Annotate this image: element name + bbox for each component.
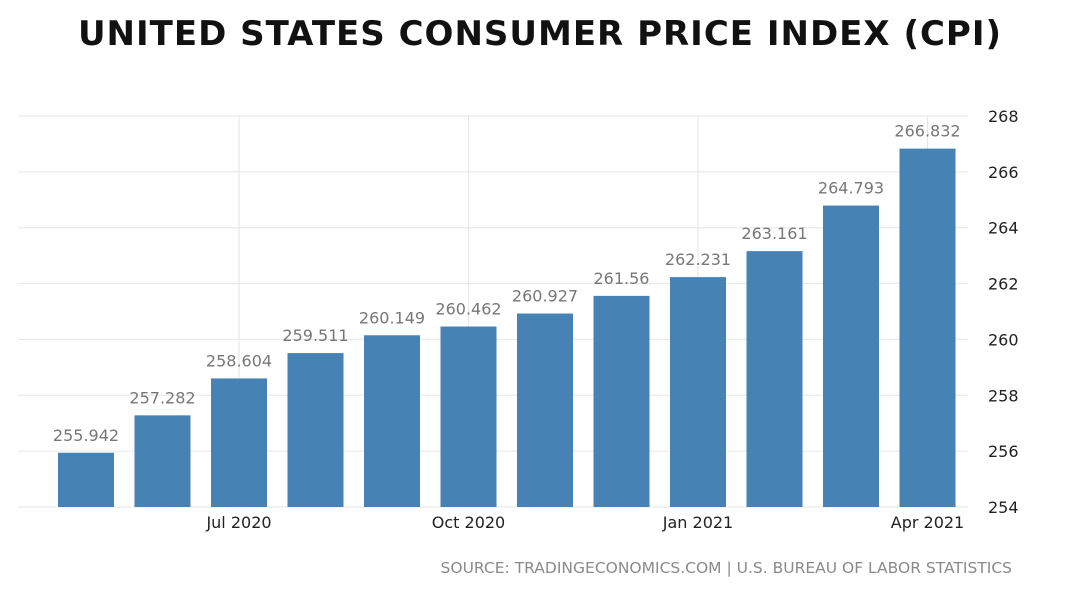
- data-label: 266.832: [894, 122, 960, 141]
- chart-title: UNITED STATES CONSUMER PRICE INDEX (CPI): [77, 14, 1003, 54]
- bar: [746, 251, 803, 507]
- y-tick-label: 262: [988, 275, 1019, 294]
- data-label: 260.149: [359, 308, 425, 327]
- y-tick-label: 260: [988, 330, 1019, 349]
- data-label: 258.604: [206, 351, 272, 370]
- bar: [440, 326, 497, 507]
- bar-layer: [58, 148, 956, 507]
- y-tick-label: 258: [988, 386, 1019, 405]
- data-label: 261.56: [594, 269, 650, 288]
- bar: [134, 415, 191, 507]
- data-label: 263.161: [741, 224, 807, 243]
- bar: [58, 452, 114, 507]
- data-label: 264.793: [818, 179, 884, 198]
- bar: [823, 205, 879, 507]
- data-label: 259.511: [282, 326, 348, 345]
- data-label: 257.282: [129, 388, 195, 407]
- source-note: SOURCE: TRADINGECONOMICS.COM | U.S. BURE…: [440, 559, 1012, 577]
- x-axis: Jul 2020 Oct 2020 Jan 2021 Apr 2021: [205, 513, 964, 532]
- data-label-layer: 255.942 257.282 258.604 259.511 260.149 260.4…: [53, 122, 961, 445]
- y-axis: 254 256 258 260 262 264 266 268: [988, 107, 1019, 517]
- x-tick-label: Apr 2021: [891, 513, 964, 532]
- data-label: 260.927: [512, 287, 578, 306]
- data-label: 260.462: [435, 300, 501, 319]
- y-tick-label: 256: [988, 442, 1019, 461]
- bar: [670, 277, 726, 507]
- y-tick-label: 254: [988, 498, 1019, 517]
- y-tick-label: 266: [988, 163, 1019, 182]
- data-label: 255.942: [53, 426, 119, 445]
- bar: [899, 148, 956, 507]
- y-tick-label: 268: [988, 107, 1019, 126]
- bar: [593, 295, 650, 507]
- data-label: 262.231: [665, 250, 731, 269]
- bar: [211, 378, 267, 507]
- bar: [364, 335, 420, 507]
- y-tick-label: 264: [988, 219, 1019, 238]
- bar: [287, 353, 344, 507]
- x-tick-label: Jul 2020: [205, 513, 271, 532]
- x-tick-label: Oct 2020: [432, 513, 505, 532]
- bar: [517, 313, 573, 507]
- x-tick-label: Jan 2021: [662, 513, 733, 532]
